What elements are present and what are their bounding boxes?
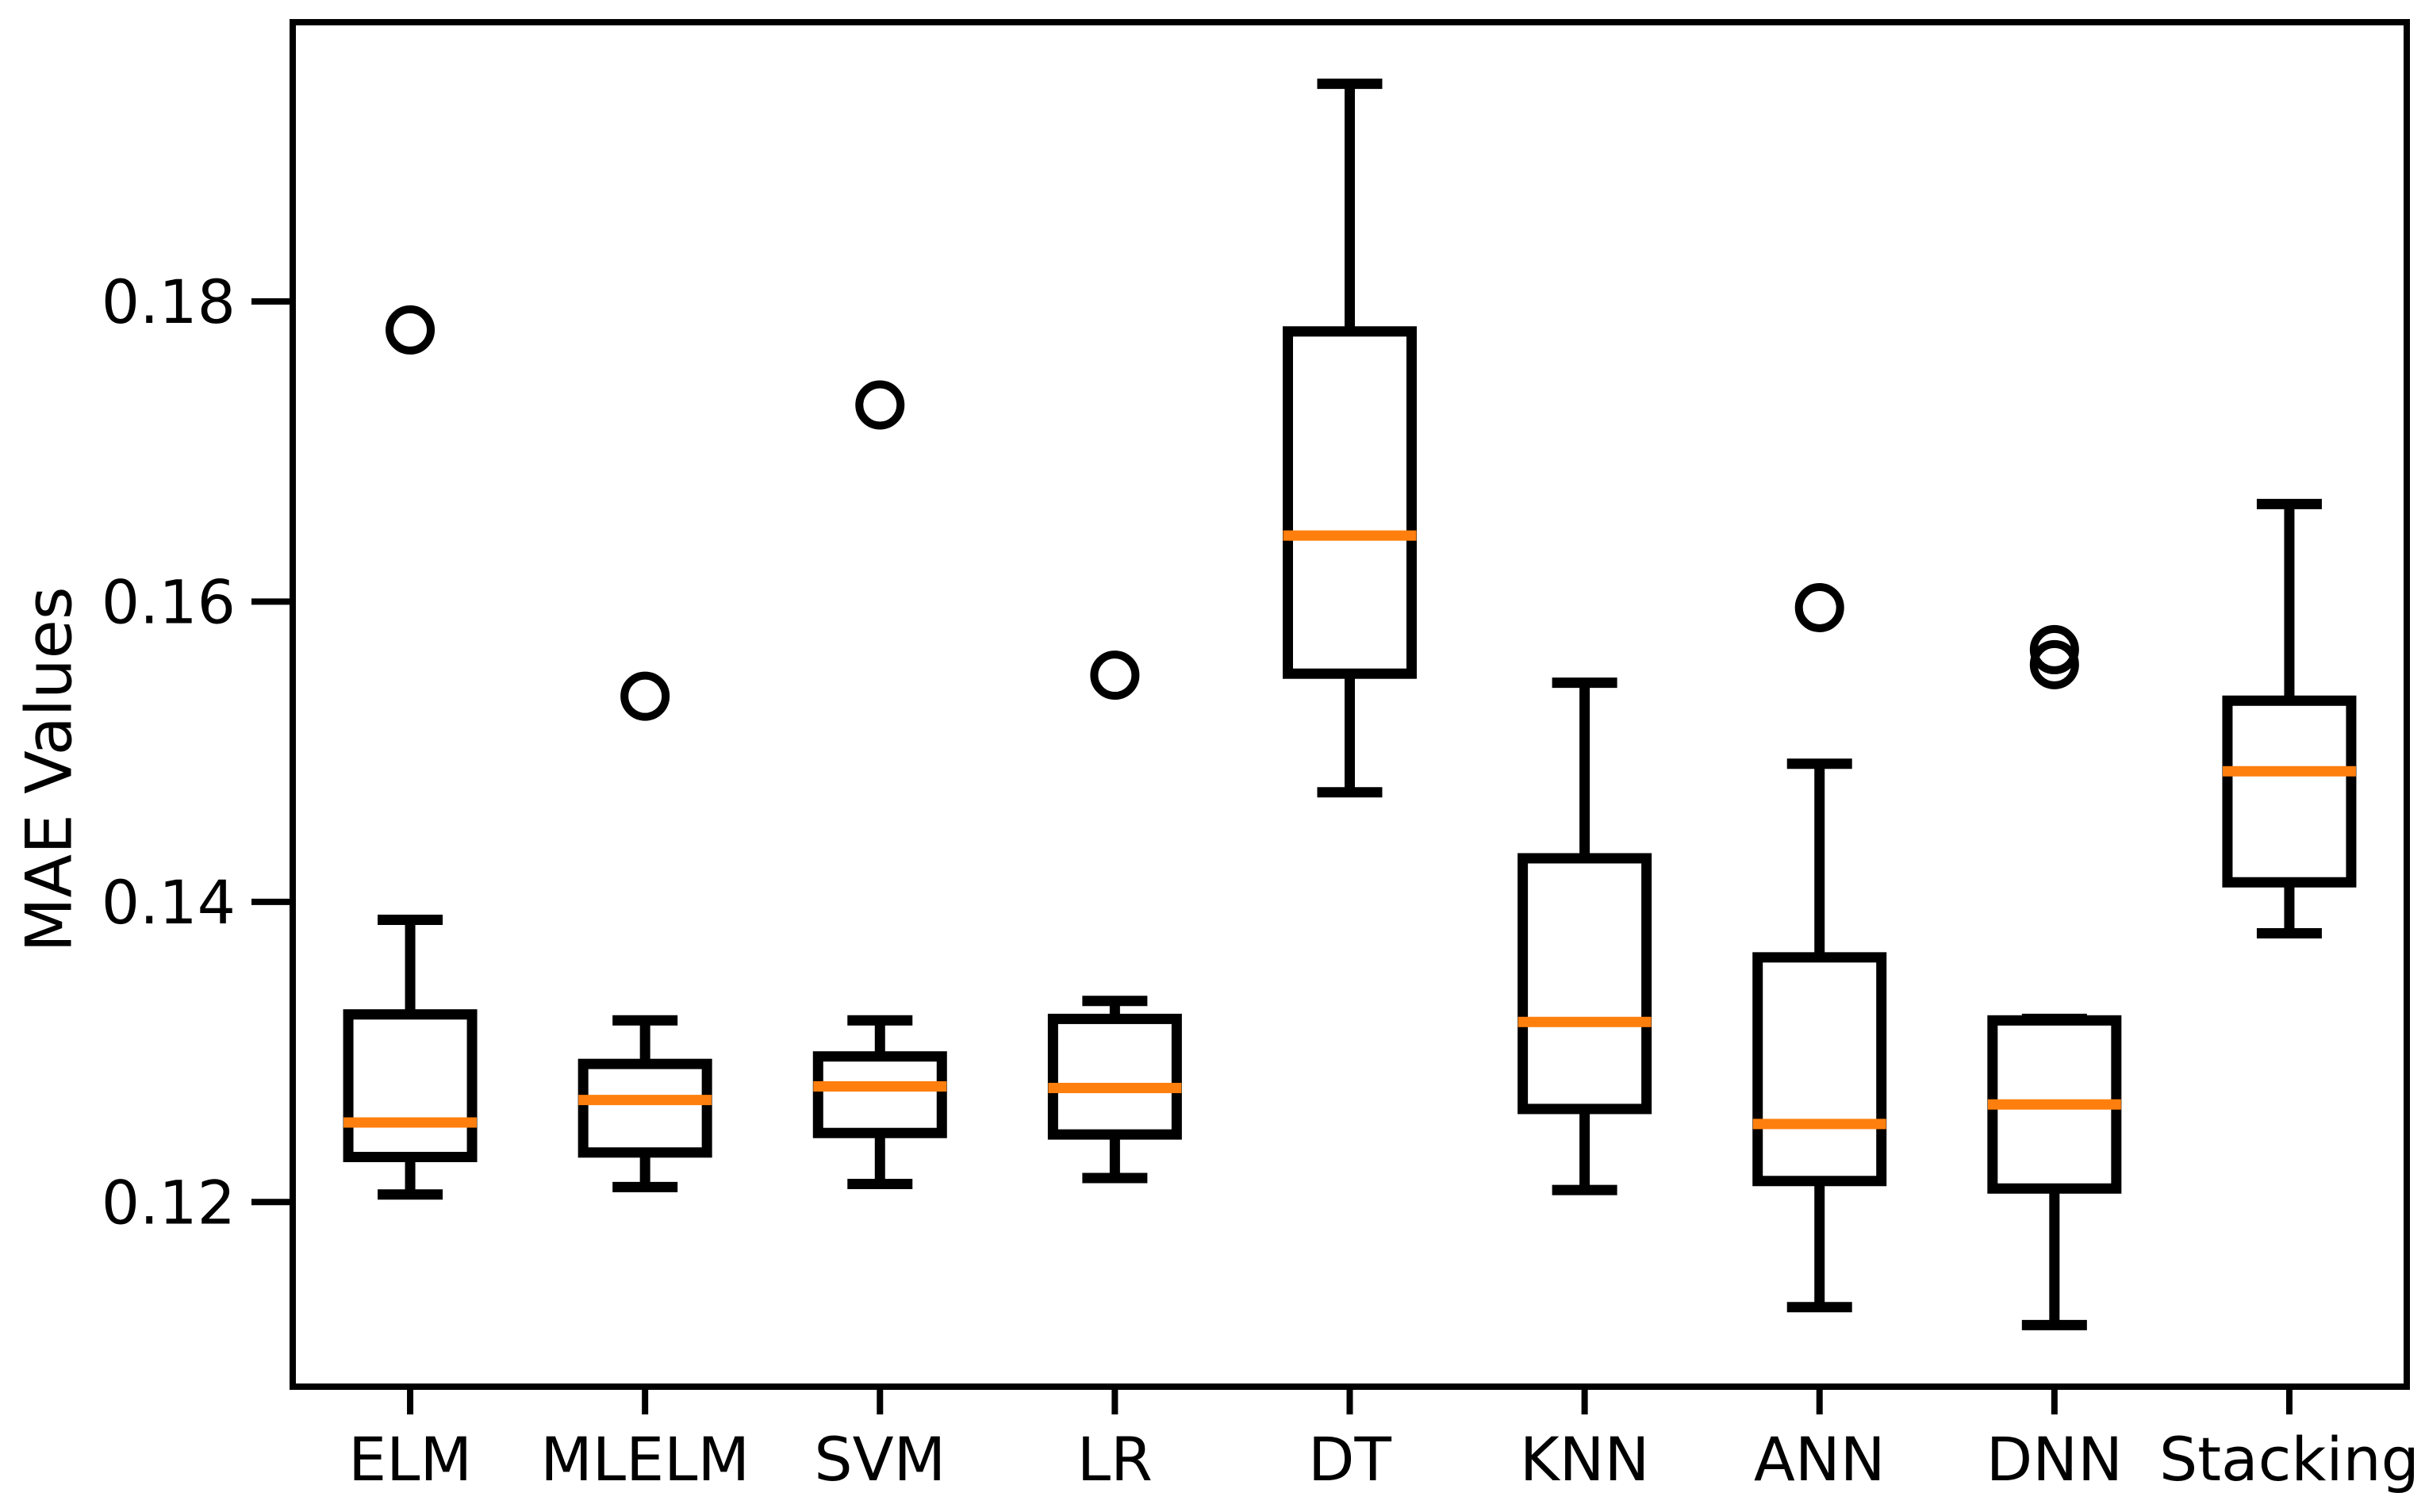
x-tick-label-ELM: ELM <box>348 1424 472 1495</box>
iqr-box <box>812 1051 947 1138</box>
box-DT <box>1283 79 1417 798</box>
box-KNN <box>1518 677 1652 1195</box>
iqr-box <box>2222 695 2357 888</box>
box-Stacking <box>2222 498 2357 939</box>
x-tick-label-LR: LR <box>1077 1424 1153 1495</box>
x-tick-label-ANN: ANN <box>1754 1424 1886 1495</box>
outlier-marker <box>2029 624 2079 674</box>
outlier-marker <box>386 305 436 355</box>
x-tick-label-SVM: SVM <box>814 1424 946 1495</box>
iqr-box <box>1047 1013 1182 1140</box>
x-tick-label-Stacking: Stacking <box>2159 1424 2419 1495</box>
box-ANN <box>1752 582 1887 1313</box>
iqr-box <box>1752 952 1887 1187</box>
box-DNN <box>1987 624 2122 1330</box>
box-SVM <box>812 380 947 1190</box>
box-LR <box>1047 650 1182 1184</box>
y-tick-label-0.18: 0.18 <box>102 267 236 337</box>
box-ELM <box>343 305 478 1200</box>
outlier-marker <box>855 380 905 430</box>
iqr-box <box>577 1058 712 1158</box>
x-tick-label-MLELM: MLELM <box>540 1424 750 1495</box>
y-tick-label-0.16: 0.16 <box>102 566 236 637</box>
outlier-marker <box>1090 650 1140 700</box>
iqr-box <box>343 1009 478 1162</box>
y-tick-label-0.12: 0.12 <box>102 1167 236 1238</box>
x-tick-label-DT: DT <box>1308 1424 1392 1495</box>
outlier-marker <box>620 671 670 721</box>
box-MLELM <box>577 671 712 1192</box>
x-tick-label-DNN: DNN <box>1986 1424 2123 1495</box>
y-tick-label-0.14: 0.14 <box>102 867 236 938</box>
iqr-box <box>1283 326 1417 679</box>
x-tick-label-KNN: KNN <box>1520 1424 1650 1495</box>
outlier-marker <box>2029 639 2079 689</box>
y-axis-label: MAE Values <box>12 586 86 953</box>
iqr-box <box>1518 853 1652 1115</box>
outlier-marker <box>1794 582 1844 632</box>
